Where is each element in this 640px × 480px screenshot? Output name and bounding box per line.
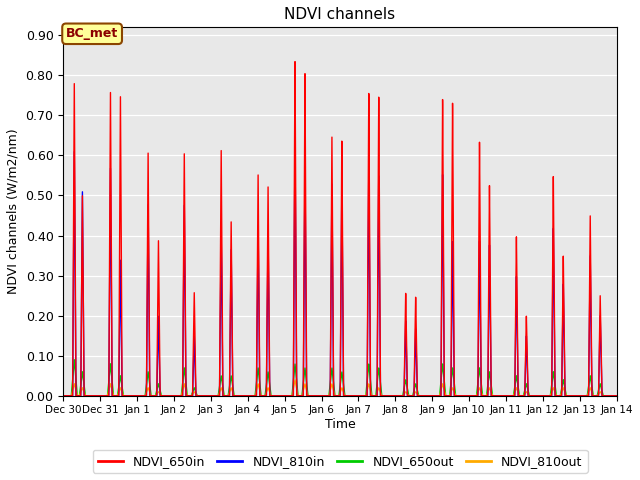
NDVI_650in <box>178 393 186 398</box>
NDVI_810in <box>60 393 67 398</box>
NDVI_810in <box>417 393 424 398</box>
NDVI_810out <box>291 377 299 383</box>
NDVI_810out <box>60 393 67 398</box>
NDVI_810out <box>613 393 621 398</box>
NDVI_650out <box>267 389 275 395</box>
NDVI_810in <box>291 141 299 147</box>
NDVI_650in <box>611 393 619 398</box>
Line: NDVI_650in: NDVI_650in <box>63 61 617 396</box>
NDVI_810in <box>172 393 180 398</box>
NDVI_810in <box>495 393 503 398</box>
NDVI_810out <box>611 393 619 398</box>
NDVI_650out <box>613 393 621 398</box>
NDVI_810out <box>178 392 186 397</box>
NDVI_650in <box>291 59 299 64</box>
NDVI_650out <box>60 393 67 398</box>
NDVI_810in <box>178 393 186 398</box>
NDVI_650in <box>267 393 275 398</box>
Text: BC_met: BC_met <box>66 27 118 40</box>
Y-axis label: NDVI channels (W/m2/nm): NDVI channels (W/m2/nm) <box>7 129 20 294</box>
NDVI_650out <box>495 393 503 398</box>
NDVI_650out <box>172 393 180 398</box>
NDVI_650out <box>611 393 619 398</box>
Title: NDVI channels: NDVI channels <box>284 7 396 22</box>
NDVI_810out <box>172 393 180 398</box>
NDVI_810out <box>267 391 275 397</box>
NDVI_650in <box>495 393 503 398</box>
NDVI_650out <box>178 389 186 395</box>
NDVI_650out <box>417 393 424 398</box>
NDVI_810out <box>417 393 424 398</box>
NDVI_810out <box>495 393 503 398</box>
NDVI_650in <box>613 393 621 398</box>
NDVI_810in <box>267 393 275 398</box>
Line: NDVI_650out: NDVI_650out <box>63 360 617 396</box>
NDVI_650in <box>60 393 67 398</box>
Line: NDVI_810out: NDVI_810out <box>63 380 617 396</box>
NDVI_650in <box>417 393 424 398</box>
NDVI_810in <box>611 393 619 398</box>
NDVI_810in <box>613 393 621 398</box>
NDVI_650in <box>172 393 180 398</box>
X-axis label: Time: Time <box>324 418 355 431</box>
Legend: NDVI_650in, NDVI_810in, NDVI_650out, NDVI_810out: NDVI_650in, NDVI_810in, NDVI_650out, NDV… <box>93 450 588 473</box>
NDVI_650out <box>70 357 78 362</box>
Line: NDVI_810in: NDVI_810in <box>63 144 617 396</box>
